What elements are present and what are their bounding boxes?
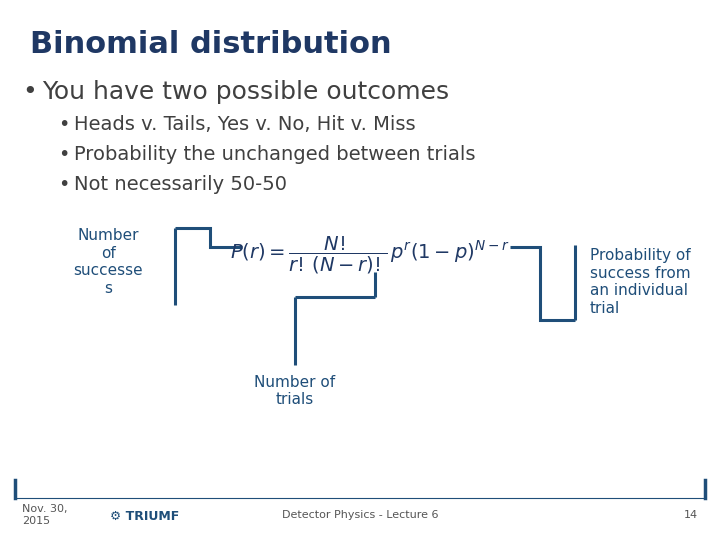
Text: •: • [22,80,37,104]
Text: ⚙ TRIUMF: ⚙ TRIUMF [110,510,179,523]
Text: Probability the unchanged between trials: Probability the unchanged between trials [74,145,475,164]
Text: Binomial distribution: Binomial distribution [30,30,392,59]
Text: $P(r) = \dfrac{N!}{r!\,(N-r)!}\,p^r(1-p)^{N-r}$: $P(r) = \dfrac{N!}{r!\,(N-r)!}\,p^r(1-p)… [230,234,510,275]
Text: Not necessarily 50-50: Not necessarily 50-50 [74,175,287,194]
Text: •: • [58,145,69,164]
Text: Number
of
successe
s: Number of successe s [73,228,143,295]
Text: Nov. 30,
2015: Nov. 30, 2015 [22,504,68,525]
Text: Heads v. Tails, Yes v. No, Hit v. Miss: Heads v. Tails, Yes v. No, Hit v. Miss [74,115,415,134]
Text: Number of
trials: Number of trials [254,375,336,407]
Text: 14: 14 [684,510,698,520]
Text: Detector Physics - Lecture 6: Detector Physics - Lecture 6 [282,510,438,520]
Text: Probability of
success from
an individual
trial: Probability of success from an individua… [590,248,690,315]
Text: •: • [58,175,69,194]
Text: You have two possible outcomes: You have two possible outcomes [42,80,449,104]
Text: •: • [58,115,69,134]
